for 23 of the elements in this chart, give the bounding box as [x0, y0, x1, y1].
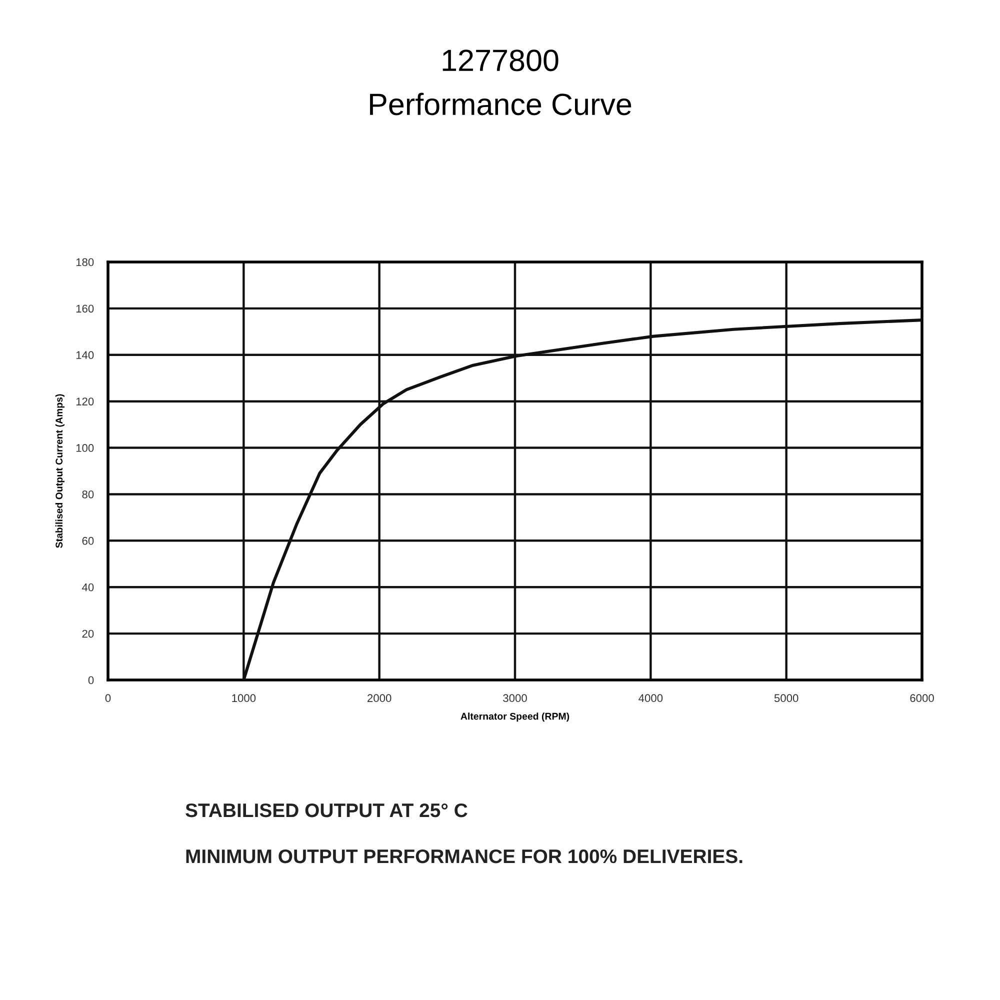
text: STABILISED OUTPUT AT 25° C [186, 803, 468, 818]
y-tick-label: 140 [76, 351, 94, 360]
x-tick-label: 0 [105, 694, 111, 702]
x-tick-label: 4000 [638, 694, 663, 702]
chart-subtitle: Performance Curve [370, 92, 632, 116]
y-tick-label: 20 [82, 630, 94, 638]
x-tick-label: 5000 [774, 694, 798, 702]
x-tick-label: 2000 [368, 694, 392, 702]
y-tick-label: 100 [76, 444, 94, 452]
x-axis-title: Alternator Speed (RPM) [460, 712, 570, 722]
y-axis-title: Stabilised Output Current (Amps) [55, 394, 64, 548]
y-tick-label: 160 [76, 304, 94, 313]
y-tick-label: 180 [76, 258, 94, 266]
y-tick-label: 40 [82, 583, 94, 592]
y-tick-label: 0 [88, 676, 94, 684]
chart-title: 1277800 [442, 50, 558, 72]
y-tick-label: 120 [76, 398, 94, 406]
y-tick-label: 60 [82, 536, 94, 545]
x-tick-label: 1000 [232, 694, 256, 702]
y-tick-label: 80 [82, 490, 94, 498]
text: MINIMUM OUTPUT PERFORMANCE FOR 100% DELIVERIES. [186, 849, 742, 864]
x-tick-label: 6000 [910, 694, 934, 702]
x-tick-label: 3000 [503, 694, 527, 702]
